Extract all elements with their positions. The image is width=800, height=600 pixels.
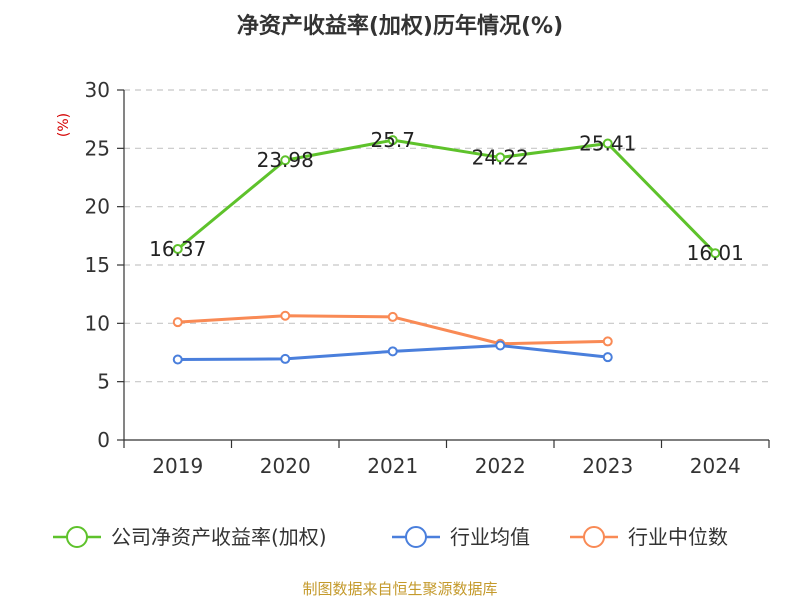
series-2 <box>172 310 613 349</box>
series-0-point-2019 <box>172 244 183 255</box>
y-axis-unit: (%) <box>56 113 72 137</box>
series-1 <box>172 340 613 365</box>
x-tick-label-2021: 2021 <box>367 454 418 478</box>
data-label-2024: 16.01 <box>687 241 744 265</box>
y-tick-label-25: 25 <box>85 136 110 160</box>
series-1-point-2022 <box>495 340 506 351</box>
data-label-2019: 16.37 <box>149 237 206 261</box>
x-tick-label-2023: 2023 <box>582 454 633 478</box>
y-tick-label-15: 15 <box>85 253 110 277</box>
x-tick-label-2024: 2024 <box>690 454 741 478</box>
series-0-point-2022 <box>495 152 506 163</box>
data-label-2022: 24.22 <box>472 145 529 169</box>
y-tick-label-5: 5 <box>97 370 110 394</box>
chart-title: 净资产收益率(加权)历年情况(%) <box>237 13 563 39</box>
y-tick-label-10: 10 <box>85 311 110 335</box>
data-label-2023: 25.41 <box>579 132 636 156</box>
y-tick-label-20: 20 <box>85 195 110 219</box>
legend-marker-1 <box>405 526 427 548</box>
series-0-point-2024 <box>710 248 721 259</box>
series-line-0 <box>176 138 717 255</box>
series-2-point-2019 <box>172 317 183 328</box>
series-0-point-2020 <box>280 155 291 166</box>
series-1-point-2021 <box>387 346 398 357</box>
legend: 公司净资产收益率(加权) 行业均值 行业中位数 <box>53 525 728 549</box>
y-tick-label-0: 0 <box>97 428 110 452</box>
legend-marker-0 <box>66 526 88 548</box>
x-tick-label-2019: 2019 <box>152 454 203 478</box>
data-label-2021: 25.7 <box>370 128 415 152</box>
series-1-point-2020 <box>280 353 291 364</box>
legend-label-1: 行业均值 <box>450 525 530 549</box>
legend-marker-2 <box>583 526 605 548</box>
series-0-point-2023 <box>602 138 613 149</box>
series-1-point-2023 <box>602 352 613 363</box>
y-tick-label-30: 30 <box>85 78 110 102</box>
series-1-point-2019 <box>172 354 183 365</box>
series-0-point-2021 <box>387 135 398 146</box>
x-tick-label-2022: 2022 <box>475 454 526 478</box>
series-2-point-2021 <box>387 311 398 322</box>
legend-label-2: 行业中位数 <box>628 525 728 549</box>
legend-item-2: 行业中位数 <box>570 525 728 549</box>
series-2-point-2023 <box>602 336 613 347</box>
axes: 0 5 10 15 20 25 30 2019 2020 2021 2022 2023 2024 <box>85 78 770 478</box>
legend-label-0: 公司净资产收益率(加权) <box>111 525 327 549</box>
series-0 <box>172 135 721 259</box>
x-tick-label-2020: 2020 <box>260 454 311 478</box>
data-label-2020: 23.98 <box>257 148 314 172</box>
source-note: 制图数据来自恒生聚源数据库 <box>302 580 497 598</box>
series-layer <box>172 135 721 365</box>
data-labels: 16.37 23.98 25.7 24.22 25.41 16.01 <box>149 128 744 265</box>
legend-item-0: 公司净资产收益率(加权) <box>53 525 327 549</box>
series-2-point-2020 <box>280 310 291 321</box>
legend-item-1: 行业均值 <box>392 525 530 549</box>
grid-lines <box>124 89 769 383</box>
